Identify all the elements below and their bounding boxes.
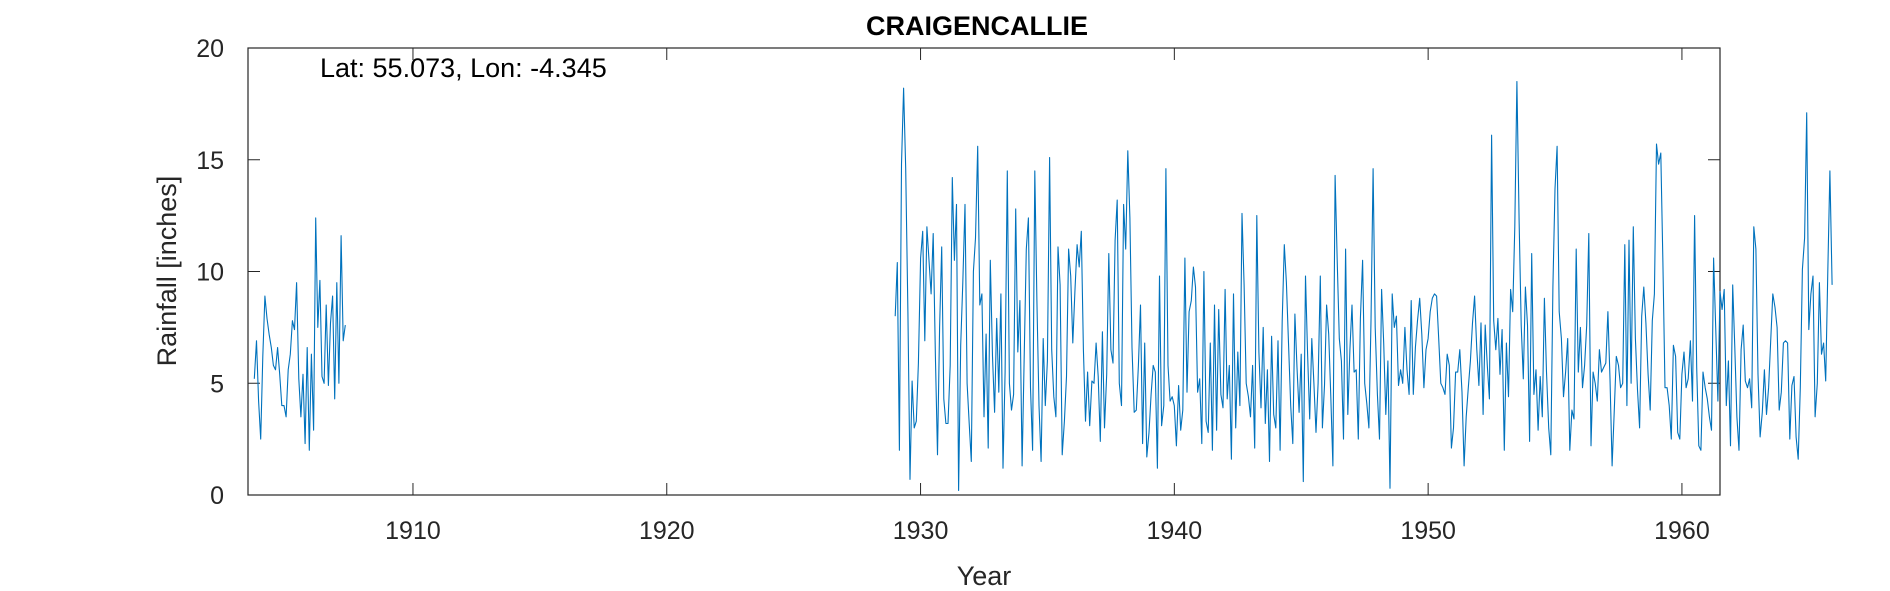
x-tick-label: 1940 [1147, 517, 1203, 545]
series-group [253, 80, 1833, 492]
x-axis-label: Year [957, 561, 1012, 591]
location-annotation: Lat: 55.073, Lon: -4.345 [320, 53, 607, 83]
y-axis-label: Rainfall [inches] [152, 176, 182, 367]
x-tick-label: 1910 [385, 517, 441, 545]
rainfall-series-line-1 [253, 217, 346, 451]
y-tick-label: 10 [196, 259, 224, 287]
y-tick-label: 15 [196, 147, 224, 175]
x-tick-label: 1950 [1400, 517, 1456, 545]
chart-title: CRAIGENCALLIE [866, 11, 1088, 41]
x-tick-label: 1930 [893, 517, 949, 545]
y-tick-label: 20 [196, 35, 224, 63]
x-axis: 1910 1920 1930 1940 1950 1960 [385, 48, 1710, 545]
y-axis: 0 5 10 15 20 [196, 35, 1720, 510]
y-tick-label: 5 [210, 370, 224, 398]
rainfall-series-line-2 [894, 80, 1833, 492]
x-tick-label: 1960 [1654, 517, 1710, 545]
plot-area [247, 47, 1721, 496]
x-tick-label: 1920 [639, 517, 695, 545]
y-tick-label: 0 [210, 482, 224, 510]
